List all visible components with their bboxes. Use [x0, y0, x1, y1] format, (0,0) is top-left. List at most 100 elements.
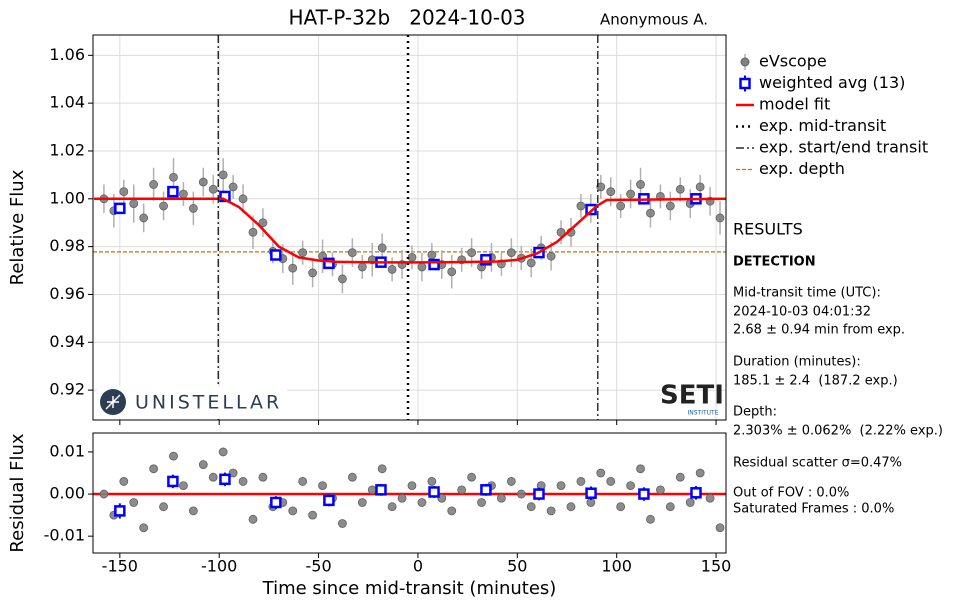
- legend-label: exp. start/end transit: [759, 138, 928, 157]
- data-point: [179, 189, 188, 199]
- data-point: [258, 472, 268, 482]
- data-point: [437, 493, 447, 503]
- data-point: [447, 506, 457, 516]
- data-point: [596, 182, 606, 192]
- model-line: [93, 197, 726, 264]
- data-point: [556, 227, 566, 237]
- data-point: [129, 199, 139, 208]
- data-point: [288, 263, 298, 273]
- results-panel: RESULTS DETECTION Mid-transit time (UTC)…: [733, 220, 943, 517]
- data-point: [338, 519, 347, 528]
- main-panel: 0.92 0.94 0.96 0.98 1.00 1.02 1.04 1.06 Relative…: [7, 34, 928, 425]
- x-tick-label: 50: [507, 557, 527, 576]
- y-tick-label: 1.02: [49, 140, 85, 159]
- avg-point: [428, 486, 440, 498]
- data-point: [626, 481, 636, 491]
- data-point: [715, 213, 725, 223]
- y-tick-label: 0.01: [49, 441, 85, 460]
- plot-area: [93, 35, 726, 420]
- data-point: [387, 502, 397, 512]
- data-point: [656, 485, 665, 495]
- y-axis-label: Relative Flux: [7, 169, 28, 285]
- data-point: [208, 472, 218, 482]
- y-tick-label: 1.04: [49, 93, 85, 112]
- results-line: Saturated Frames : 0.0%: [733, 502, 894, 517]
- data-point: [576, 477, 586, 486]
- logo-icon-star: [105, 394, 121, 410]
- data-point: [506, 248, 516, 258]
- avg-point: [585, 487, 597, 499]
- data-point: [427, 250, 437, 260]
- data-point: [159, 502, 168, 512]
- avg-point: [114, 202, 126, 215]
- avg-point: [480, 254, 492, 266]
- data-point: [636, 180, 645, 189]
- y-tick-label: 1.00: [49, 188, 85, 207]
- results-status: DETECTION: [733, 255, 816, 270]
- data-point: [198, 177, 208, 187]
- avg-point: [533, 488, 545, 500]
- results-line: 2.68 ± 0.94 min from exp.: [733, 323, 905, 338]
- data-point: [347, 248, 357, 258]
- data-point: [526, 502, 536, 512]
- results-line: 185.1 ± 2.4 (187.2 exp.): [733, 374, 898, 389]
- y-tick-label: 0.94: [49, 332, 85, 351]
- data-point: [149, 464, 159, 474]
- data-point: [526, 258, 536, 268]
- results-heading: RESULTS: [733, 220, 803, 239]
- legend-label: model fit: [759, 95, 830, 114]
- data-point: [139, 213, 149, 223]
- data-point: [308, 268, 318, 278]
- data-point: [616, 201, 626, 211]
- data-point: [298, 248, 308, 258]
- data-point: [715, 523, 725, 533]
- data-point: [218, 170, 228, 180]
- data-point: [129, 498, 139, 507]
- data-point: [318, 481, 327, 491]
- y-tick-label: 0.96: [49, 284, 85, 303]
- plot-content: [93, 158, 726, 294]
- data-point: [347, 472, 357, 482]
- data-point: [685, 498, 695, 507]
- x-tick-label: 100: [601, 557, 632, 576]
- data-point: [377, 243, 387, 253]
- data-point: [566, 502, 576, 512]
- legend-label: eVscope: [759, 52, 827, 71]
- data-point: [208, 184, 218, 194]
- data-point: [357, 498, 367, 507]
- x-tick-label: -100: [201, 557, 237, 576]
- results-line: 2024-10-03 04:01:32: [733, 305, 871, 320]
- author: Anonymous A.: [600, 11, 708, 29]
- x-tick-label: -50: [306, 557, 332, 576]
- data-point: [298, 477, 308, 486]
- chart-title: HAT-P-32b 2024-10-03: [288, 6, 525, 30]
- avg-point: [323, 494, 335, 507]
- data-point: [606, 187, 616, 197]
- data-point: [705, 493, 715, 503]
- data-point: [576, 201, 586, 211]
- y-tick-label: 0.98: [49, 236, 85, 255]
- data-point: [407, 481, 417, 491]
- data-point: [188, 203, 198, 213]
- data-point: [258, 218, 268, 228]
- data-point: [546, 506, 556, 516]
- legend-swatch: [739, 77, 751, 90]
- data-point: [427, 477, 437, 486]
- data-point: [288, 506, 298, 516]
- data-point: [675, 472, 685, 482]
- results-line: 2.303% ± 0.062% (2.22% exp.): [733, 424, 943, 439]
- data-point: [238, 194, 248, 204]
- data-point: [646, 208, 655, 218]
- avg-point: [270, 496, 282, 509]
- y-tick-label: 0.92: [49, 380, 85, 399]
- data-point: [188, 506, 198, 516]
- data-point: [467, 248, 477, 258]
- logo-text: SETI: [660, 381, 724, 411]
- avg-point: [167, 185, 179, 198]
- data-point: [457, 485, 467, 495]
- logo-text: UNISTELLAR: [135, 392, 282, 414]
- avg-point: [270, 249, 282, 261]
- data-point: [596, 468, 606, 478]
- results-line: Residual scatter σ=0.47%: [733, 456, 902, 471]
- legend-swatch: [740, 57, 750, 67]
